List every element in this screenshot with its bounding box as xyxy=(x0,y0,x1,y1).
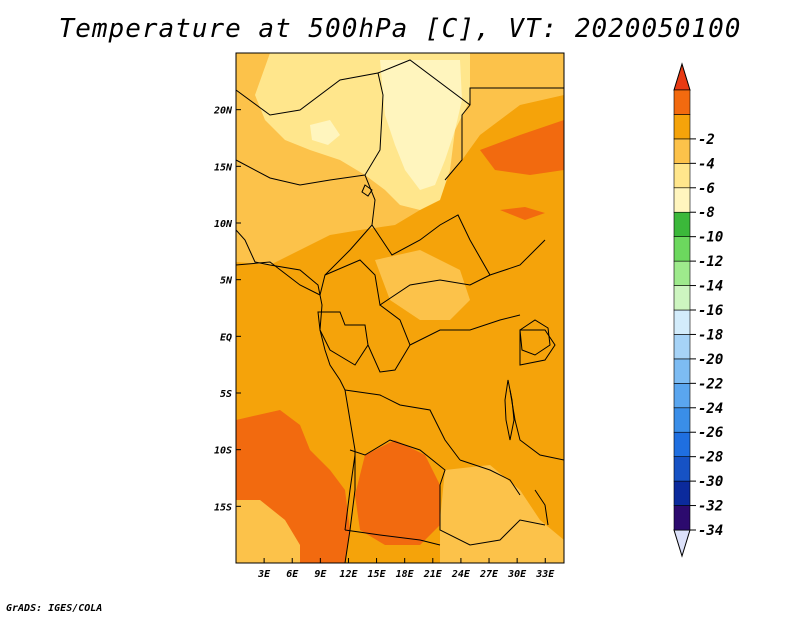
border-line xyxy=(344,454,356,531)
x-tick-label: 24E xyxy=(451,569,471,580)
y-tick-label: 15N xyxy=(214,162,233,173)
colorbar-label: -6 xyxy=(698,181,715,197)
field-cool-se xyxy=(440,465,564,563)
colorbar-box xyxy=(673,456,691,482)
border-line xyxy=(439,485,546,546)
colorbar-label: -12 xyxy=(698,254,723,270)
y-axis: 20N 15N 10N 5N EQ 5S 10S 15S xyxy=(213,106,241,513)
lake xyxy=(504,379,515,441)
colorbar-box xyxy=(673,358,691,384)
x-tick-label: 3E xyxy=(257,569,271,580)
colorbar-box xyxy=(673,138,691,164)
y-tick-label: 10S xyxy=(214,446,232,457)
colorbar-label: -24 xyxy=(698,401,723,417)
lake xyxy=(534,489,549,526)
map-frame xyxy=(235,52,565,564)
colorbar-box xyxy=(673,334,691,360)
x-tick-label: 30E xyxy=(507,569,527,580)
border-line xyxy=(236,159,366,186)
y-tick-label: 5S xyxy=(220,389,232,400)
colorbar-label: -16 xyxy=(698,303,723,319)
border-line xyxy=(349,439,446,486)
colorbar-label: -32 xyxy=(698,499,723,515)
y-tick-label: 5N xyxy=(220,276,233,287)
colorbar-label: -14 xyxy=(698,279,723,295)
border-line xyxy=(371,214,546,276)
colorbar-box xyxy=(673,505,691,531)
colorbar-box xyxy=(673,260,691,286)
colorbar-label: -20 xyxy=(698,352,723,368)
field-warm-ne xyxy=(480,120,564,175)
field-warm-ne2 xyxy=(500,207,545,220)
border-line xyxy=(344,529,441,546)
y-tick-label: 15S xyxy=(214,502,232,513)
x-tick-label: 12E xyxy=(339,569,358,580)
x-axis: 3E 6E 9E 12E 15E 18E 21E 24E 27E 30E 33E xyxy=(257,558,555,580)
lake xyxy=(519,319,551,356)
field-coolest-patch xyxy=(310,120,340,145)
colorbar-upper-extend xyxy=(673,62,691,91)
x-tick-label: 33E xyxy=(535,569,555,580)
field-cool-sw-band xyxy=(236,500,300,563)
chart-title: Temperature at 500hPa [C], VT: 202005010… xyxy=(58,14,742,44)
field-warm-south xyxy=(355,440,440,545)
field-coolest-north xyxy=(380,60,462,190)
colorbar: -34 -32 -30 -28 -26 -24 -22 -20 -18 -16 -14 -12 -10 -… xyxy=(673,62,723,558)
x-tick-label: 9E xyxy=(314,569,327,580)
x-tick-label: 6E xyxy=(286,569,299,580)
colorbar-box xyxy=(673,89,691,115)
colorbar-box xyxy=(673,309,691,335)
colorbar-box xyxy=(673,407,691,433)
colorbar-box xyxy=(673,285,691,311)
x-tick-label: 21E xyxy=(423,569,443,580)
border-line xyxy=(469,87,564,105)
colorbar-label: -10 xyxy=(698,230,723,246)
y-tick-label: 10N xyxy=(214,219,233,230)
field-cool-central xyxy=(375,250,470,320)
border-line xyxy=(367,304,411,373)
border-line xyxy=(409,314,521,346)
colorbar-label: -2 xyxy=(698,132,715,148)
border-line xyxy=(459,459,521,496)
colorbar-label: -28 xyxy=(698,450,723,466)
colorbar-label: -18 xyxy=(698,327,723,343)
colorbar-box xyxy=(673,187,691,213)
colorbar-box xyxy=(673,236,691,262)
colorbar-box xyxy=(673,211,691,237)
colorbar-label: -30 xyxy=(698,474,723,490)
colorbar-box xyxy=(673,480,691,506)
border-line xyxy=(236,72,384,226)
lakes xyxy=(361,184,551,526)
border-line xyxy=(344,389,461,461)
y-tick-label: EQ xyxy=(220,332,232,343)
colorbar-label: -4 xyxy=(698,156,715,172)
software-credit: GrADS: IGES/COLA xyxy=(6,603,103,614)
colorbar-label: -34 xyxy=(698,523,723,539)
colorbar-lower-extend xyxy=(673,529,691,558)
temperature-field xyxy=(236,53,564,563)
x-tick-label: 18E xyxy=(396,569,415,580)
lake xyxy=(361,184,373,197)
border-line xyxy=(519,329,556,366)
x-tick-label: 27E xyxy=(479,569,499,580)
country-borders xyxy=(236,59,564,546)
y-tick-label: 20N xyxy=(213,106,233,117)
coastline xyxy=(236,229,356,563)
colorbar-label: -26 xyxy=(698,425,723,441)
colorbar-box xyxy=(673,163,691,189)
colorbar-label: -22 xyxy=(698,376,723,392)
colorbar-label: -8 xyxy=(698,205,715,221)
colorbar-box xyxy=(673,114,691,140)
colorbar-box xyxy=(673,431,691,457)
border-line xyxy=(324,259,491,306)
border-line xyxy=(377,59,471,181)
colorbar-box xyxy=(673,383,691,409)
x-tick-label: 15E xyxy=(368,569,387,580)
